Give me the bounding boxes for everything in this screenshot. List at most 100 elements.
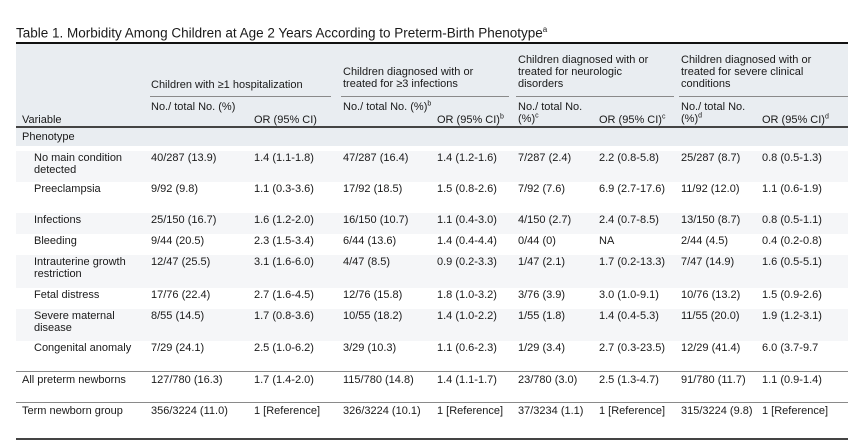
table-cell: 6.0 (3.7-9.7 bbox=[762, 342, 819, 354]
table-cell: 1.4 (1.2-1.6) bbox=[437, 152, 497, 164]
table-cell: 3.1 (1.6-6.0) bbox=[254, 256, 314, 268]
table-cell: 326/3224 (10.1) bbox=[343, 405, 421, 417]
table-cell: 11/55 (20.0) bbox=[681, 310, 740, 322]
table-cell: 17/92 (18.5) bbox=[343, 183, 403, 195]
table-cell: 1.9 (1.2-3.1) bbox=[762, 310, 822, 322]
table-cell: 1.4 (0.4-5.3) bbox=[599, 310, 659, 322]
table-cell: 12/29 (41.4) bbox=[681, 342, 741, 354]
table-cell: 115/780 (14.8) bbox=[343, 374, 414, 386]
table-cell: 315/3224 (9.8) bbox=[681, 405, 753, 417]
g4-count-header-text: No./ total No. (%) bbox=[681, 101, 746, 125]
row-label: Preeclampsia bbox=[34, 183, 101, 195]
section-label-phenotype: Phenotype bbox=[22, 131, 75, 143]
table-title-text: Table 1. Morbidity Among Children at Age… bbox=[16, 25, 543, 41]
title-footnote-marker: a bbox=[542, 25, 548, 34]
row-label: Fetal distress bbox=[34, 289, 100, 301]
g4-count-footnote-marker: d bbox=[698, 112, 703, 120]
table-cell: 1.4 (1.1-1.8) bbox=[254, 152, 314, 164]
table-cell: 0.8 (0.5-1.3) bbox=[762, 152, 822, 164]
table-cell: 356/3224 (11.0) bbox=[151, 405, 228, 417]
group-title-severe: Children diagnosed with or treated for s… bbox=[681, 54, 812, 90]
table-cell: 0/44 (0) bbox=[518, 235, 556, 247]
g3-or-footnote-marker: c bbox=[661, 113, 666, 121]
g3-count-header: No./ total No. (%)c bbox=[518, 101, 600, 125]
row-label: Term newborn group bbox=[22, 405, 123, 417]
table-cell: 23/780 (3.0) bbox=[518, 374, 578, 386]
table-cell: 7/29 (24.1) bbox=[151, 342, 205, 354]
g4-or-header-text: OR (95% CI) bbox=[762, 114, 825, 126]
reference-divider bbox=[16, 402, 848, 403]
group-title-hospitalization: Children with ≥1 hospitalization bbox=[151, 79, 303, 91]
row-label: Congenital anomaly bbox=[34, 342, 132, 354]
table-cell: 1.5 (0.9-2.6) bbox=[762, 289, 822, 301]
g4-or-header: OR (95% CI)d bbox=[762, 113, 829, 126]
table-cell: 1.1 (0.3-3.6) bbox=[254, 183, 314, 195]
table-cell: 16/150 (10.7) bbox=[343, 214, 409, 226]
table-cell: NA bbox=[599, 235, 615, 247]
table-cell: 25/287 (8.7) bbox=[681, 152, 741, 164]
row-label: Infections bbox=[34, 214, 82, 226]
table-cell: 3/29 (10.3) bbox=[343, 342, 397, 354]
group-rule-1 bbox=[150, 96, 331, 97]
header-background bbox=[16, 44, 848, 146]
g4-count-header: No./ total No. (%)d bbox=[681, 101, 763, 125]
table-cell: 127/780 (16.3) bbox=[151, 374, 223, 386]
table-cell: 1.1 (0.6-1.9) bbox=[762, 183, 822, 195]
table-cell: 1.7 (0.8-3.6) bbox=[254, 310, 314, 322]
table-cell: 1.4 (1.1-1.7) bbox=[437, 374, 497, 386]
row-band bbox=[16, 309, 848, 341]
table-cell: 9/92 (9.8) bbox=[151, 183, 199, 195]
table-cell: 1/29 (3.4) bbox=[518, 342, 566, 354]
g2-count-header-text: No./ total No. (%) bbox=[343, 101, 428, 113]
g3-or-header-text: OR (95% CI) bbox=[599, 114, 662, 126]
table-cell: 4/47 (8.5) bbox=[343, 256, 391, 268]
row-label: No main condition detected bbox=[34, 152, 123, 176]
table-cell: 3.0 (1.0-9.1) bbox=[599, 289, 659, 301]
table-cell: 17/76 (22.4) bbox=[151, 289, 211, 301]
g2-or-footnote-marker: b bbox=[499, 113, 504, 121]
table-cell: 1/55 (1.8) bbox=[518, 310, 566, 322]
table-cell: 2.3 (1.5-3.4) bbox=[254, 235, 314, 247]
table-cell: 7/287 (2.4) bbox=[518, 152, 572, 164]
row-band bbox=[16, 255, 848, 288]
group-title-neurologic: Children diagnosed with or treated for n… bbox=[518, 54, 649, 90]
table-cell: 2.5 (1.0-6.2) bbox=[254, 342, 314, 354]
table-cell: 13/150 (8.7) bbox=[681, 214, 741, 226]
row-band bbox=[16, 213, 848, 234]
table-cell: 10/76 (13.2) bbox=[681, 289, 741, 301]
table-cell: 10/55 (18.2) bbox=[343, 310, 403, 322]
row-label: All preterm newborns bbox=[22, 374, 126, 386]
table-cell: 25/150 (16.7) bbox=[151, 214, 217, 226]
variable-header: Variable bbox=[22, 114, 62, 126]
table-cell: 1.4 (0.4-4.4) bbox=[437, 235, 497, 247]
table-cell: 1 [Reference] bbox=[437, 405, 504, 417]
table-cell: 1.4 (1.0-2.2) bbox=[437, 310, 497, 322]
g1-or-header: OR (95% CI) bbox=[254, 114, 317, 126]
table-cell: 2.4 (0.7-8.5) bbox=[599, 214, 659, 226]
table-cell: 4/150 (2.7) bbox=[518, 214, 572, 226]
table-cell: 2.5 (1.3-4.7) bbox=[599, 374, 659, 386]
table-cell: 1 [Reference] bbox=[599, 405, 666, 417]
row-band bbox=[16, 151, 848, 182]
table-cell: 1.1 (0.6-2.3) bbox=[437, 342, 497, 354]
g2-or-header: OR (95% CI)b bbox=[437, 113, 504, 126]
table-cell: 2/44 (4.5) bbox=[681, 235, 729, 247]
group-title-infections: Children diagnosed with or treated for ≥… bbox=[343, 66, 474, 90]
g4-or-footnote-marker: d bbox=[824, 113, 829, 121]
table-cell: 1.6 (0.5-5.1) bbox=[762, 256, 822, 268]
group-rule-4 bbox=[679, 96, 848, 97]
table-cell: 8/55 (14.5) bbox=[151, 310, 205, 322]
table-cell: 47/287 (16.4) bbox=[343, 152, 409, 164]
table-cell: 1.8 (1.0-3.2) bbox=[437, 289, 497, 301]
summary-divider bbox=[16, 371, 848, 372]
row-label: Intrauterine growth restriction bbox=[34, 256, 126, 280]
table-cell: 40/287 (13.9) bbox=[151, 152, 217, 164]
table-cell: 0.8 (0.5-1.1) bbox=[762, 214, 822, 226]
bottom-rule bbox=[16, 438, 848, 440]
g3-count-header-text: No./ total No. (%) bbox=[518, 101, 583, 125]
table-cell: 1.1 (0.4-3.0) bbox=[437, 214, 497, 226]
g1-count-header: No./ total No. (%) bbox=[151, 101, 236, 113]
table-cell: 37/3234 (1.1) bbox=[518, 405, 584, 417]
table-cell: 0.4 (0.2-0.8) bbox=[762, 235, 822, 247]
table-cell: 6/44 (13.6) bbox=[343, 235, 397, 247]
